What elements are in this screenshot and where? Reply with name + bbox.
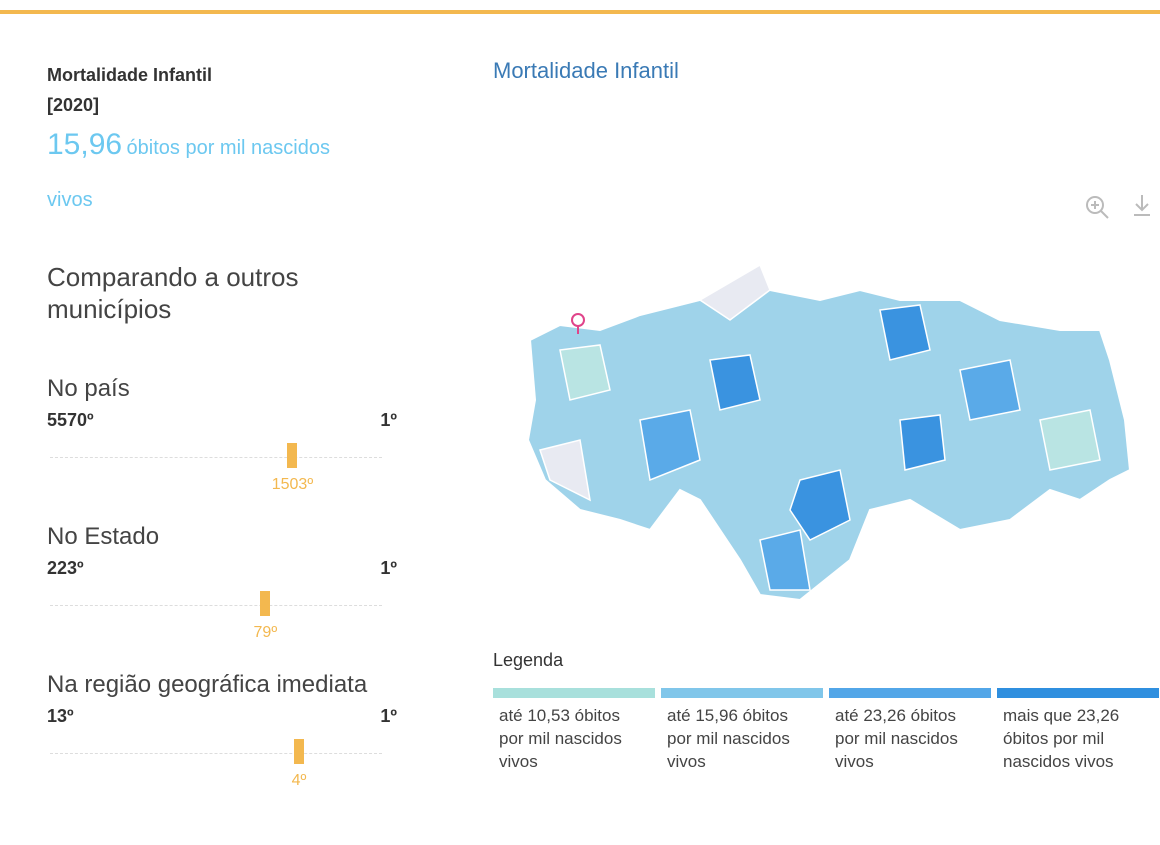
legend-label: até 23,26 óbitos por mil nascidos vivos (835, 706, 958, 771)
location-pin (571, 313, 585, 334)
lowest-rank: 13º (47, 706, 74, 726)
ranking-axis (50, 605, 382, 606)
legend-label: mais que 23,26 óbitos por mil nascidos v… (1003, 706, 1120, 771)
highest-rank: 1º (380, 410, 397, 430)
legend-item: até 10,53 óbitos por mil nascidos vivos (493, 688, 655, 773)
lowest-rank: 5570º (47, 410, 94, 430)
ranking: Na região geográfica imediata 13º 1º 4º (47, 669, 397, 796)
rankings: No país 5570º 1º 1503º No Estado 223º 1º 79º Na … (47, 373, 397, 796)
ranking-marker (294, 739, 304, 764)
legend-label: até 10,53 óbitos por mil nascidos vivos (499, 706, 622, 771)
ranking-scope: No país (47, 375, 130, 402)
value: 15,96 (47, 128, 123, 161)
ranking: No Estado 223º 1º 79º (47, 521, 397, 648)
legend-item: mais que 23,26 óbitos por mil nascidos v… (997, 688, 1159, 773)
highest-rank: 1º (380, 558, 397, 578)
highest-rank: 1º (380, 706, 397, 726)
legend-item: até 15,96 óbitos por mil nascidos vivos (661, 688, 823, 773)
legend: até 10,53 óbitos por mil nascidos vivos a… (493, 688, 1159, 773)
zoom-icon[interactable] (1086, 196, 1109, 219)
ranking-range: 5570º 1º (47, 405, 397, 435)
ranking-label: 1503º (271, 476, 314, 493)
ranking-bar: 79º (47, 583, 382, 648)
ranking-marker (260, 591, 271, 616)
map-title: Mortalidade Infantil (493, 58, 679, 83)
state-shape (526, 263, 1132, 602)
ranking-bar: 1503º (47, 435, 382, 500)
ranking-axis (50, 753, 382, 754)
legend-swatch (661, 688, 823, 698)
map (526, 195, 1150, 602)
unit: óbitos por mil nascidos vivos (47, 137, 330, 211)
legend-label: até 15,96 óbitos por mil nascidos vivos (667, 706, 790, 771)
ranking-marker (287, 443, 298, 468)
indicator-value: 15,96 óbitos por mil nascidos vivos (47, 120, 367, 227)
ranking-label: 4º (291, 772, 307, 789)
indicator-panel: Mortalidade Infantil [2020] 15,96 óbitos… (47, 60, 397, 796)
ranking-scope: Na região geográfica imediata (47, 671, 368, 698)
legend-swatch (997, 688, 1159, 698)
ranking-range: 13º 1º (47, 701, 397, 731)
lowest-rank: 223º (47, 558, 84, 578)
ranking-bar: 4º (47, 731, 382, 796)
ranking-range: 223º 1º (47, 553, 397, 583)
download-icon[interactable] (1134, 195, 1150, 216)
ranking-scope: No Estado (47, 523, 160, 550)
legend-swatch (829, 688, 991, 698)
top-border (0, 10, 1160, 14)
indicator-title: Mortalidade Infantil (47, 65, 213, 85)
municipalities (539, 263, 1101, 591)
indicator-year: [2020] (47, 95, 100, 115)
ranking-label: 79º (253, 624, 278, 641)
legend-item: até 23,26 óbitos por mil nascidos vivos (829, 688, 991, 773)
comparison-heading: Comparando a outros municípios (47, 262, 299, 324)
ranking-axis (50, 457, 382, 458)
legend-title: Legenda (493, 650, 564, 670)
ranking: No país 5570º 1º 1503º (47, 373, 397, 500)
legend-swatch (493, 688, 655, 698)
